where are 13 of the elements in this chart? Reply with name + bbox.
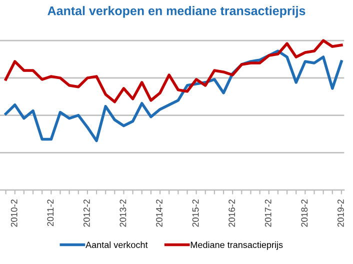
x-tick-label: 2015-2 <box>192 200 199 227</box>
x-tick-label: 2019-2 <box>337 200 344 227</box>
x-tick-label: 2016-2 <box>228 200 236 227</box>
x-tick-label: 2012-2 <box>83 200 90 227</box>
x-tick-label: 2010-2 <box>10 200 18 227</box>
x-tick-label: 2017-2 <box>264 200 272 227</box>
legend-label: Aantal verkocht <box>86 241 148 248</box>
x-tick-label: 2018-2 <box>301 200 308 227</box>
legend-label: Mediane transactieprijs <box>190 241 283 250</box>
x-tick-label: 2011-2 <box>47 200 54 226</box>
chart-title: Aantal verkopen en mediane transactieprijs <box>48 6 306 18</box>
x-tick-label: 2014-2 <box>156 200 162 227</box>
x-tick-label: 2013-2 <box>120 200 126 227</box>
